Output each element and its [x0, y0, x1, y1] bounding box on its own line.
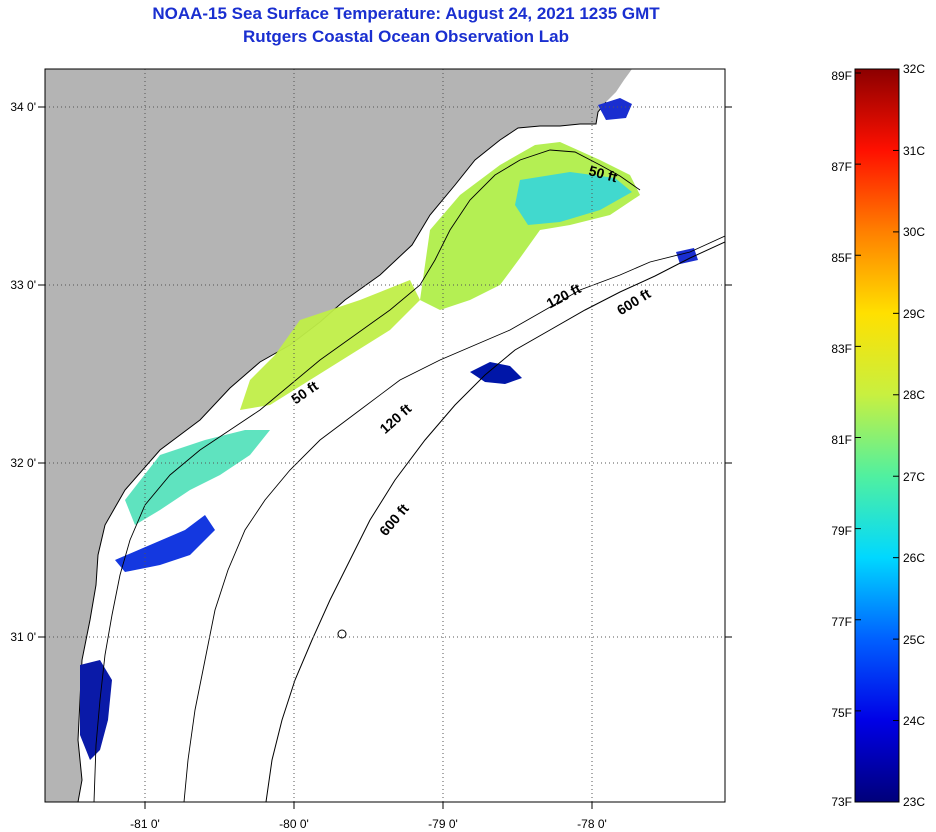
- colorbar-c-label: 26C: [903, 551, 925, 565]
- axis-ticks: [38, 106, 732, 809]
- map-subtitle: Rutgers Coastal Ocean Observation Lab: [243, 27, 569, 46]
- seamount-contour: [337, 629, 347, 639]
- map-frame: [44, 68, 726, 803]
- lat-label: 31 0': [10, 630, 36, 644]
- contour-50ft: [93, 149, 641, 802]
- colorbar-c-label: 29C: [903, 307, 925, 321]
- lon-label: -81 0': [130, 817, 160, 831]
- colorbar-f-label: 85F: [831, 251, 852, 265]
- colorbar-c-label: 25C: [903, 633, 925, 647]
- colorbar-ticks: [855, 68, 899, 803]
- lon-label: -80 0': [279, 817, 309, 831]
- colorbar-c-label: 31C: [903, 144, 925, 158]
- contour-label-50ft-a: 50 ft: [587, 162, 619, 185]
- colorbar-f-label: 83F: [831, 342, 852, 356]
- colorbar-c-label: 24C: [903, 714, 925, 728]
- colorbar-f-label: 75F: [831, 706, 852, 720]
- colorbar-c-label: 28C: [903, 388, 925, 402]
- temperature-colorbar: [854, 68, 900, 803]
- sst-data-patches: [80, 98, 698, 760]
- lon-label: -78 0': [577, 817, 607, 831]
- lat-label: 32 0': [10, 456, 36, 470]
- sst-patch-east: [676, 248, 698, 264]
- colorbar-f-label: 81F: [831, 433, 852, 447]
- colorbar-c-label: 32C: [903, 62, 925, 76]
- map-title: NOAA-15 Sea Surface Temperature: August …: [152, 4, 660, 23]
- land-mass: [45, 69, 632, 802]
- sst-patch-south-blue: [115, 515, 215, 572]
- sst-patch-mid: [240, 280, 420, 410]
- sst-patch-north-cool: [515, 172, 632, 225]
- colorbar-f-label: 89F: [831, 69, 852, 83]
- colorbar-c-label: 23C: [903, 795, 925, 809]
- lat-label: 33 0': [10, 278, 36, 292]
- contour-120ft: [183, 235, 725, 802]
- colorbar-f-label: 77F: [831, 615, 852, 629]
- colorbar-f-label: 87F: [831, 160, 852, 174]
- lon-label: -79 0': [428, 817, 458, 831]
- colorbar-c-label: 27C: [903, 470, 925, 484]
- colorbar-c-label: 30C: [903, 225, 925, 239]
- lat-label: 34 0': [10, 100, 36, 114]
- colorbar-f-label: 79F: [831, 524, 852, 538]
- sst-patch-south: [125, 430, 270, 525]
- sst-patch-ne: [598, 98, 632, 120]
- grid-lines: [45, 69, 725, 802]
- sst-patch-offshore: [470, 362, 522, 384]
- contour-600ft: [265, 241, 725, 802]
- map-area: 50 ft 50 ft 120 ft 120 ft 600 ft 600 ft: [45, 69, 725, 802]
- sst-patch-coast-blue: [80, 660, 112, 760]
- colorbar-f-label: 73F: [831, 795, 852, 809]
